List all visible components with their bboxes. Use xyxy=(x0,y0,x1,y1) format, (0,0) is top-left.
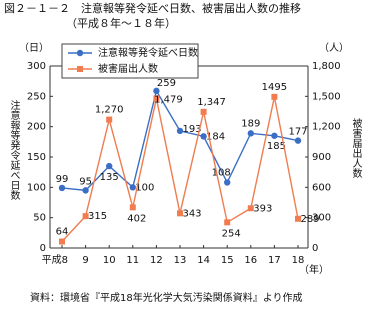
data-label: 315 xyxy=(88,211,107,222)
marker xyxy=(129,184,136,191)
y-tick-label: 50 xyxy=(33,213,46,224)
marker xyxy=(224,219,231,226)
y2-tick-label: 0 xyxy=(312,243,318,254)
data-label: 343 xyxy=(182,208,201,219)
chart-subtitle: （平成８年～１８年） xyxy=(66,16,176,30)
data-label: 99 xyxy=(56,174,69,185)
y2-tick-label: 300 xyxy=(312,213,331,224)
y-tick-label: 250 xyxy=(27,91,46,102)
y2-tick-label: 1,500 xyxy=(312,91,341,102)
y2-tick-label: 1,800 xyxy=(312,61,341,72)
data-label: 100 xyxy=(135,182,154,193)
x-tick-label: 17 xyxy=(268,255,281,266)
y2-tick-label: 600 xyxy=(312,182,331,193)
y2-tick-label: 900 xyxy=(312,152,331,163)
data-label: 95 xyxy=(79,176,92,187)
x-tick-label: 18 xyxy=(292,255,305,266)
marker xyxy=(106,116,113,123)
legend-label: 注意報等発令延べ日数 xyxy=(98,46,198,59)
data-label: 193 xyxy=(182,124,201,135)
data-label: 1,270 xyxy=(95,105,124,116)
marker xyxy=(200,133,207,140)
x-tick-label: 10 xyxy=(103,255,116,266)
y-unit: （日） xyxy=(19,42,49,54)
data-label: 1,479 xyxy=(154,94,183,105)
data-label: 393 xyxy=(253,203,272,214)
chart-title: 図２－１－２ 注意報等発令延べ日数、被害届出人数の推移 xyxy=(4,1,301,15)
y-tick-label: 200 xyxy=(27,122,46,133)
x-tick-label: 13 xyxy=(174,255,187,266)
marker xyxy=(295,215,301,222)
marker xyxy=(153,95,160,102)
x-tick-label: 9 xyxy=(82,255,88,266)
marker xyxy=(82,213,89,220)
data-label: 402 xyxy=(127,213,146,224)
x-tick-label: 11 xyxy=(126,255,139,266)
x-tick-label: 16 xyxy=(244,255,257,266)
legend-marker xyxy=(76,49,84,57)
data-label: 184 xyxy=(206,131,225,142)
legend-label: 被害届出人数 xyxy=(98,62,158,75)
data-label: 189 xyxy=(241,118,260,129)
marker xyxy=(82,187,89,194)
legend-box xyxy=(61,43,199,79)
marker xyxy=(106,162,113,170)
data-label: 135 xyxy=(100,172,119,183)
y-tick-label: 300 xyxy=(27,61,46,72)
marker xyxy=(271,93,278,100)
y2-unit: （人） xyxy=(319,42,349,54)
x-tick-label: 14 xyxy=(197,255,210,266)
data-label: 254 xyxy=(222,228,241,239)
data-label: 1495 xyxy=(262,82,287,93)
data-label: 289 xyxy=(300,214,319,225)
data-label: 259 xyxy=(157,78,176,89)
x-tick-label: 15 xyxy=(221,255,234,266)
marker xyxy=(153,87,160,95)
x-tick-label: 平成8 xyxy=(42,254,68,266)
marker xyxy=(247,205,254,212)
x-tick-label: 12 xyxy=(150,255,163,266)
data-label: 64 xyxy=(56,227,69,238)
marker xyxy=(58,184,66,192)
y-tick-label: 100 xyxy=(27,182,46,193)
y-tick-label: 150 xyxy=(27,152,46,163)
marker xyxy=(129,204,136,211)
legend-marker xyxy=(77,66,83,72)
source-note: 資料：環境省『平成18年光化学大気汚染関係資料』より作成 xyxy=(30,291,303,304)
data-label: 1,347 xyxy=(197,97,226,108)
marker xyxy=(59,238,65,245)
data-label: 177 xyxy=(288,127,307,138)
marker xyxy=(177,210,183,217)
marker xyxy=(271,132,278,139)
y-axis-title: 注意報等発令延べ日数 xyxy=(8,99,20,201)
data-label: 185 xyxy=(267,141,286,152)
y2-tick-label: 1,200 xyxy=(312,122,341,133)
y2-axis-title: 被害届出人数 xyxy=(350,117,362,179)
x-unit: （年） xyxy=(299,263,329,276)
y-tick-label: 0 xyxy=(40,243,46,254)
marker xyxy=(224,179,231,186)
marker xyxy=(176,127,184,135)
data-label: 108 xyxy=(212,167,231,178)
marker xyxy=(200,108,207,115)
marker xyxy=(294,137,302,144)
marker xyxy=(247,130,254,137)
